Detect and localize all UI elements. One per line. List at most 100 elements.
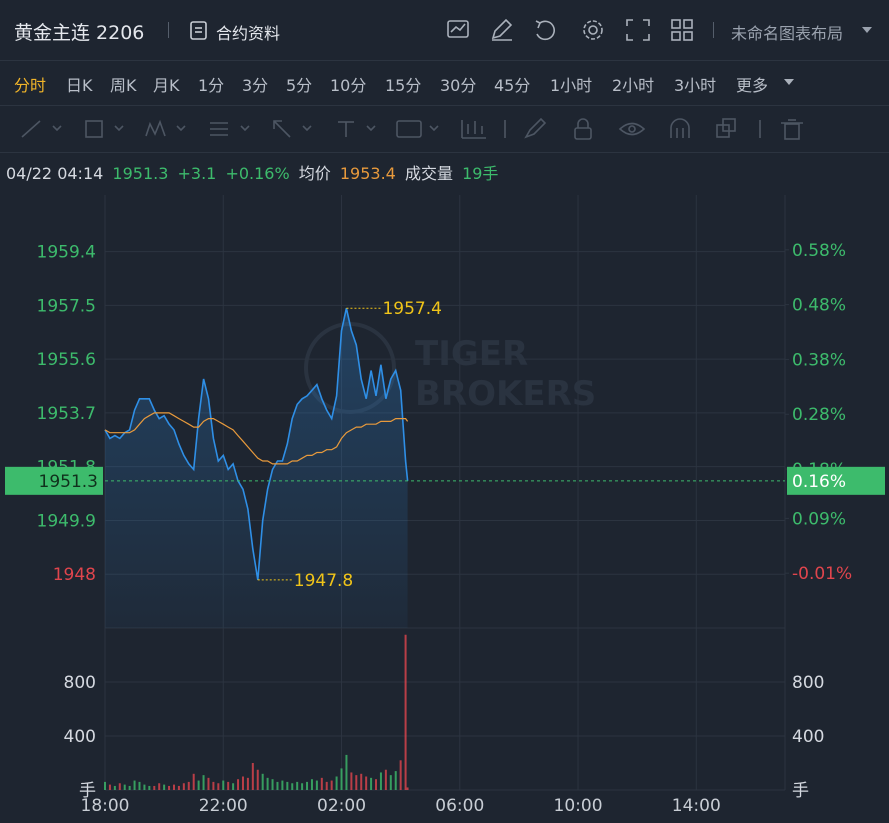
undo-icon[interactable] (535, 20, 556, 41)
volume-bar (177, 785, 180, 790)
period-tab[interactable]: 3小时 (674, 76, 717, 95)
y2-tick-label: 0.28% (792, 405, 846, 425)
y2-tick-label: -0.01% (792, 564, 852, 584)
volume-bar (172, 784, 175, 790)
fullscreen-icon[interactable] (626, 19, 650, 41)
volume-bar (370, 777, 373, 790)
y-tick-label: 1948 (53, 565, 96, 585)
volume-bar (202, 775, 205, 790)
volume-bar (394, 771, 397, 790)
volume-bar (379, 772, 382, 790)
period-tab[interactable]: 分时 (14, 76, 47, 95)
period-tab[interactable]: 日K (66, 76, 93, 95)
volume-bar (158, 783, 161, 790)
layout-name[interactable]: 未命名图表布局 (731, 24, 844, 43)
volume-bar (143, 784, 146, 790)
delete-tool[interactable] (781, 119, 803, 140)
watermark: TIGER (415, 334, 528, 374)
average-line (104, 412, 409, 465)
volume-bar (118, 783, 121, 790)
volume-bar (286, 781, 289, 790)
drawing-toolbar (0, 105, 889, 153)
rect-tool[interactable] (85, 120, 124, 138)
volume-bar (340, 768, 343, 790)
period-tab[interactable]: 5分 (286, 76, 313, 95)
lock-tool[interactable] (574, 118, 592, 140)
settings-icon[interactable] (583, 20, 603, 40)
text-tool[interactable] (338, 121, 376, 137)
period-tab[interactable]: 15分 (385, 76, 422, 95)
number-tool[interactable] (396, 120, 439, 138)
volume-bar (325, 781, 328, 790)
separator (713, 22, 714, 38)
wave-tool[interactable] (145, 119, 186, 137)
volume-bar (296, 781, 299, 790)
period-tab[interactable]: 2小时 (612, 76, 655, 95)
arrow-tool[interactable] (273, 120, 312, 138)
period-tab[interactable]: 月K (153, 76, 180, 95)
x-tick-label: 02:00 (317, 796, 366, 816)
y-tick-label: 1953.7 (37, 404, 96, 424)
volume-bar (360, 773, 363, 790)
x-tick-label: 06:00 (435, 796, 484, 816)
magnet-tool[interactable] (670, 118, 690, 138)
volume-bar (345, 754, 348, 790)
volume-bar (389, 775, 392, 790)
fib-tool[interactable] (210, 122, 250, 136)
header-icons (447, 18, 693, 41)
period-tab[interactable]: 30分 (440, 76, 477, 95)
symbol: 黄金主连 2206 (14, 22, 145, 44)
period-tab[interactable]: 45分 (494, 76, 531, 95)
volume-bar (246, 777, 249, 790)
line-tool[interactable] (21, 120, 62, 138)
doc-icon[interactable] (190, 21, 208, 41)
copy-tool[interactable] (716, 118, 736, 138)
volume-unit: 手 (792, 781, 809, 801)
y2-tick-label: 0.38% (792, 350, 846, 370)
y-tick-label: 1959.4 (37, 243, 96, 263)
y-tick-label: 1949.9 (37, 511, 96, 531)
period-tab[interactable]: 周K (110, 76, 137, 95)
volume-bar (192, 773, 195, 790)
y-tick-label: 1951.8 (37, 458, 96, 478)
price-area (105, 308, 408, 628)
current-price-box (5, 466, 103, 495)
period-tab[interactable]: 更多 (736, 76, 769, 95)
volume-bar (256, 769, 259, 790)
more-arrow[interactable] (783, 78, 795, 88)
volume-bar (271, 779, 274, 790)
volume-bar (222, 780, 225, 790)
volume-bar (399, 760, 402, 790)
chart-icon[interactable] (447, 20, 469, 38)
period-tab[interactable]: 3分 (242, 76, 269, 95)
volume-tick-label: 400 (792, 727, 824, 747)
current-pct-label: 0.16% (792, 472, 846, 492)
y2-tick-label: 0.58% (792, 241, 846, 261)
layout-icon[interactable] (671, 19, 693, 41)
volume-bar (406, 787, 409, 790)
volume-bar (350, 772, 353, 790)
volume-bar (237, 779, 240, 790)
brush-tool[interactable] (524, 117, 547, 139)
volume-bar (365, 776, 368, 790)
dropdown-arrow[interactable] (861, 26, 873, 36)
volume-bar (291, 783, 294, 790)
volume-bar (384, 769, 387, 790)
annotation-label: 1947.8 (294, 571, 353, 591)
eye-tool[interactable] (618, 122, 646, 136)
period-tab[interactable]: 10分 (330, 76, 367, 95)
volume-bar (108, 784, 111, 790)
period-tab[interactable]: 1分 (198, 76, 225, 95)
contract-info[interactable]: 合约资料 (216, 24, 281, 43)
volume-tick-label: 800 (64, 673, 96, 693)
volume-bar (306, 781, 309, 790)
y2-tick-label: 0.18% (792, 460, 846, 480)
period-tab[interactable]: 1小时 (550, 76, 593, 95)
volume-bar (168, 785, 171, 790)
volume-bar (128, 785, 131, 790)
edit-icon[interactable] (491, 18, 513, 41)
x-tick-label: 14:00 (672, 796, 721, 816)
indicator-tool[interactable] (461, 120, 486, 139)
quote-avg: 1953.4 (339, 164, 396, 183)
volume-tick-label: 800 (792, 673, 824, 693)
